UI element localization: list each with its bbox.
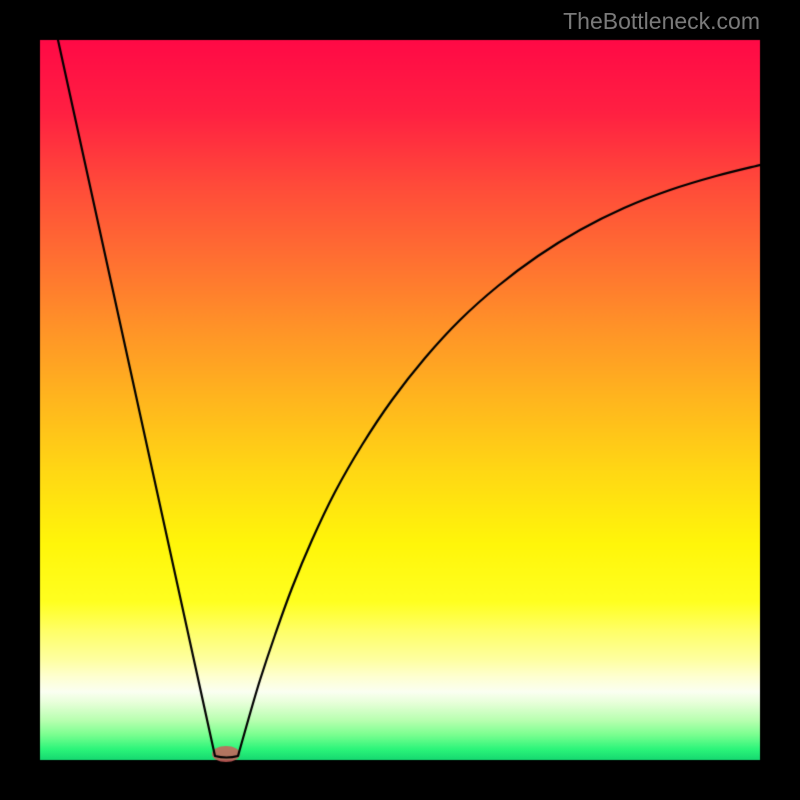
watermark-text: TheBottleneck.com bbox=[563, 8, 760, 35]
bottleneck-chart bbox=[0, 0, 800, 800]
